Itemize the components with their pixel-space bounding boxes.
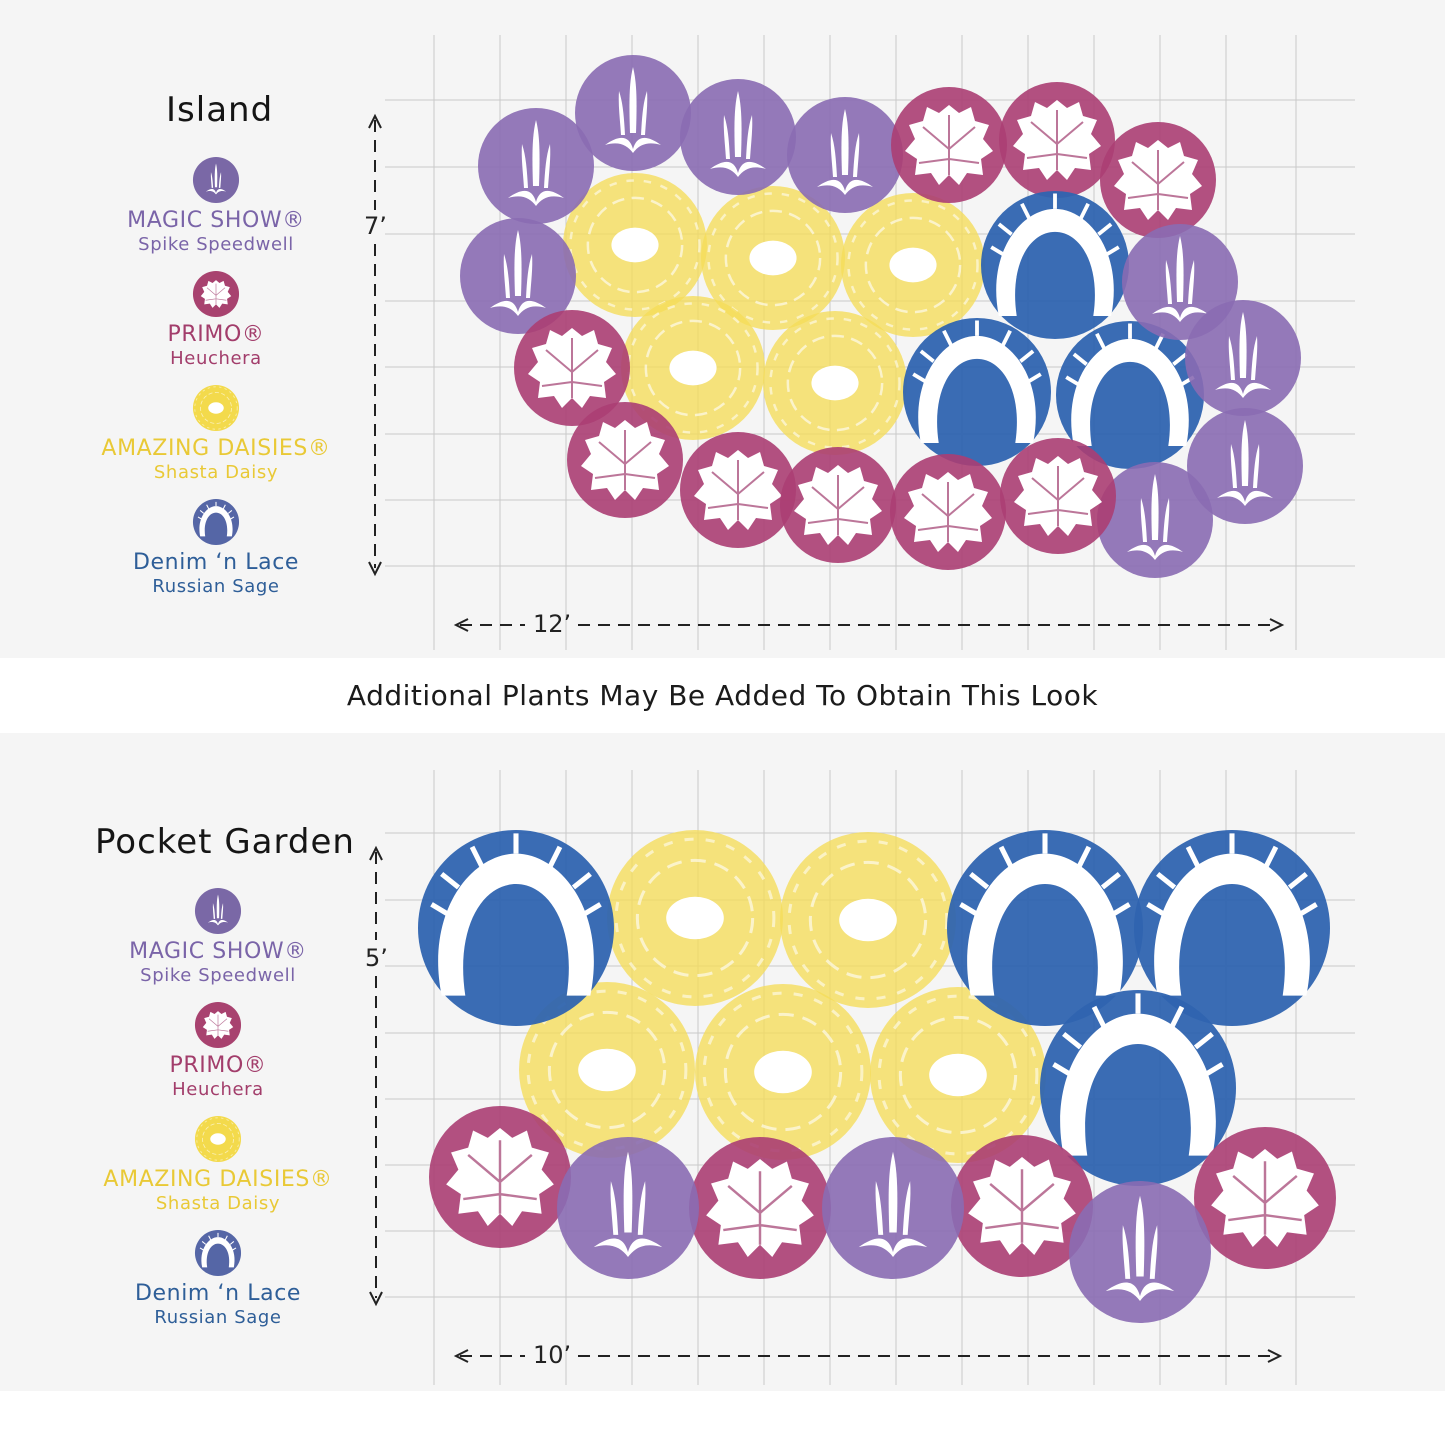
daisy-icon — [194, 1115, 242, 1163]
legend-item-daisy: AMAZING DAISIES® Shasta Daisy — [88, 1115, 348, 1215]
legend-plant-common-name: Heuchera — [170, 348, 262, 369]
plant-sage — [981, 191, 1129, 339]
plant-heuchera — [780, 447, 896, 563]
additional-plants-note: Additional Plants May Be Added To Obtain… — [346, 678, 1099, 712]
legend-item-daisy: AMAZING DAISIES® Shasta Daisy — [86, 384, 346, 484]
plant-speedwell — [1097, 462, 1213, 578]
plant-heuchera — [1000, 438, 1116, 554]
plant-heuchera — [680, 432, 796, 548]
plant-daisy — [607, 830, 783, 1006]
legend-item-heuchera: PRIMO® Heuchera — [86, 270, 346, 370]
spike-plant-icon — [194, 887, 242, 935]
plant-speedwell — [1069, 1181, 1211, 1323]
legend-plant-common-name: Spike Speedwell — [138, 234, 294, 255]
plant-speedwell — [680, 79, 796, 195]
pocket-height-dimension — [369, 845, 383, 1307]
legend-plant-common-name: Heuchera — [172, 1079, 264, 1100]
legend-item-speedwell: MAGIC SHOW® Spike Speedwell — [86, 156, 346, 256]
pocket-width-label: 10’ — [533, 1341, 572, 1369]
russian-sage-icon — [194, 1229, 242, 1277]
plant-heuchera — [999, 82, 1115, 198]
plant-sage — [903, 318, 1051, 466]
plant-speedwell — [1122, 224, 1238, 340]
island-height-dimension — [368, 113, 382, 577]
plant-speedwell — [1185, 300, 1301, 416]
legend-plant-name: MAGIC SHOW® — [127, 208, 305, 233]
plant-speedwell — [575, 55, 691, 171]
plant-heuchera — [891, 87, 1007, 203]
legend-plant-name: AMAZING DAISIES® — [101, 436, 331, 461]
legend-plant-common-name: Russian Sage — [154, 1307, 282, 1328]
russian-sage-icon — [192, 498, 240, 546]
leaf-icon — [194, 1001, 242, 1049]
legend-plant-common-name: Shasta Daisy — [155, 1193, 281, 1214]
island-width-label: 12’ — [533, 610, 572, 638]
legend-item-heuchera: PRIMO® Heuchera — [88, 1001, 348, 1101]
plant-heuchera — [1100, 122, 1216, 238]
plant-heuchera — [890, 454, 1006, 570]
legend-plant-name: Denim ‘n Lace — [132, 550, 300, 575]
pocket-garden-title: Pocket Garden — [95, 822, 355, 862]
plant-daisy — [621, 296, 765, 440]
plant-daisy — [519, 982, 695, 1158]
legend-plant-name: AMAZING DAISIES® — [103, 1167, 333, 1192]
plant-speedwell — [478, 108, 594, 224]
plant-daisy — [780, 832, 956, 1008]
island-title: Island — [166, 90, 274, 130]
plant-daisy — [870, 987, 1046, 1163]
plant-sage — [1134, 830, 1330, 1026]
plant-speedwell — [1187, 408, 1303, 524]
plant-speedwell — [822, 1137, 964, 1279]
legend-item-sage: Denim ‘n Lace Russian Sage — [88, 1229, 348, 1329]
plant-daisy — [701, 186, 845, 330]
legend-plant-name: PRIMO® — [169, 1053, 267, 1078]
plant-sage — [947, 830, 1143, 1026]
plant-daisy — [841, 193, 985, 337]
daisy-icon — [192, 384, 240, 432]
island-height-label: 7’ — [364, 212, 387, 240]
spike-plant-icon — [192, 156, 240, 204]
pocket-garden-plant-layout — [418, 830, 1336, 1323]
plant-heuchera — [689, 1137, 831, 1279]
plant-heuchera — [951, 1135, 1093, 1277]
plant-daisy — [763, 311, 907, 455]
plant-heuchera — [514, 310, 630, 426]
plant-speedwell — [460, 218, 576, 334]
plant-heuchera — [567, 402, 683, 518]
plant-sage — [418, 830, 614, 1026]
legend-plant-common-name: Spike Speedwell — [140, 965, 296, 986]
legend-plant-name: Denim ‘n Lace — [134, 1281, 302, 1306]
pocket-height-label: 5’ — [365, 944, 388, 972]
legend-item-speedwell: MAGIC SHOW® Spike Speedwell — [88, 887, 348, 987]
legend-plant-name: MAGIC SHOW® — [129, 939, 307, 964]
plant-speedwell — [787, 97, 903, 213]
leaf-icon — [192, 270, 240, 318]
legend-item-sage: Denim ‘n Lace Russian Sage — [86, 498, 346, 598]
plant-sage — [1056, 321, 1204, 469]
island-width-dimension — [453, 618, 1285, 632]
legend-plant-name: PRIMO® — [167, 322, 265, 347]
legend-plant-common-name: Shasta Daisy — [153, 462, 279, 483]
plant-sage — [1040, 990, 1236, 1186]
island-plant-layout — [460, 55, 1303, 578]
pocket-width-dimension — [453, 1349, 1283, 1363]
legend-plant-common-name: Russian Sage — [152, 576, 280, 597]
plant-speedwell — [557, 1137, 699, 1279]
plant-heuchera — [1194, 1127, 1336, 1269]
plant-daisy — [563, 173, 707, 317]
plant-heuchera — [429, 1106, 571, 1248]
plant-daisy — [695, 984, 871, 1160]
